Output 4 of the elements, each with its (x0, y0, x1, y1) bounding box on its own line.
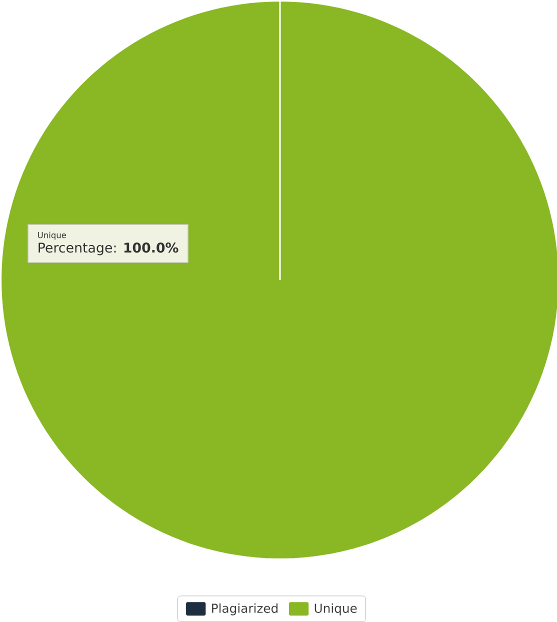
legend-label: Unique (314, 603, 357, 616)
text: Percentage: 100.0% (38, 242, 178, 256)
legend-label: Plagiarized (212, 603, 278, 616)
text: Unique (38, 232, 66, 240)
